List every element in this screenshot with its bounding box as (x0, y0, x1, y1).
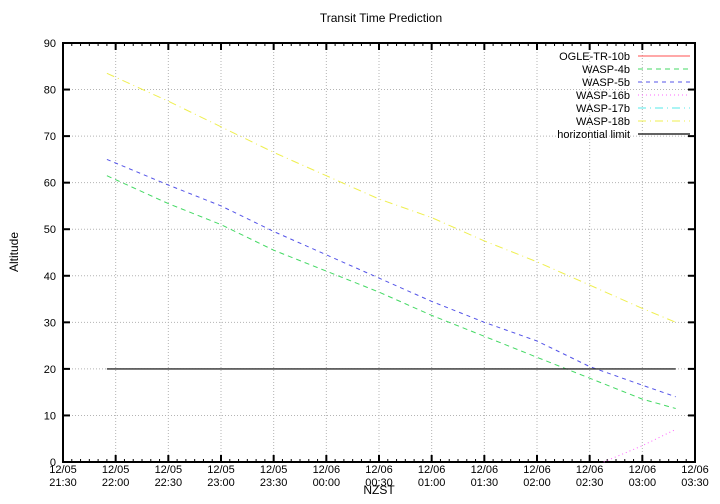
legend-label-ogle-tr-10b: OGLE-TR-10b (559, 51, 630, 63)
legend-label-horizontial-limit: horizontial limit (557, 129, 630, 141)
y-tick-label: 50 (44, 224, 56, 236)
x-tick-date: 12/06 (681, 464, 709, 476)
y-tick-label: 20 (44, 364, 56, 376)
x-tick-date: 12/06 (629, 464, 657, 476)
y-tick-label: 40 (44, 271, 56, 283)
x-tick-date: 12/06 (523, 464, 551, 476)
legend: OGLE-TR-10bWASP-4bWASP-5bWASP-16bWASP-17… (557, 51, 690, 141)
x-tick-time: 00:00 (313, 477, 341, 489)
y-tick-label: 10 (44, 410, 56, 422)
y-tick-label: 70 (44, 131, 56, 143)
x-tick-time: 02:30 (576, 477, 604, 489)
x-tick-time: 03:00 (629, 477, 657, 489)
y-tick-label: 90 (44, 38, 56, 50)
x-tick-date: 12/06 (418, 464, 446, 476)
x-tick-date: 12/05 (207, 464, 235, 476)
legend-label-wasp-5b: WASP-5b (582, 77, 630, 89)
legend-label-wasp-17b: WASP-17b (576, 103, 630, 115)
y-tick-label: 80 (44, 85, 56, 97)
series-line-wasp-5b (106, 158, 676, 398)
series-lines (106, 72, 676, 463)
y-tick-labels: 0 10 20 30 40 50 60 70 80 90 (44, 38, 56, 469)
y-tick-label: 30 (44, 317, 56, 329)
legend-label-wasp-18b: WASP-18b (576, 116, 630, 128)
x-tick-time: 01:00 (418, 477, 446, 489)
x-tick-date: 12/05 (49, 464, 77, 476)
x-tick-time: 01:30 (471, 477, 499, 489)
x-tick-time: 02:00 (523, 477, 551, 489)
x-tick-date: 12/06 (471, 464, 499, 476)
x-tick-date: 12/06 (313, 464, 341, 476)
chart-title: Transit Time Prediction (319, 11, 443, 25)
x-axis-label: NZST (363, 483, 395, 497)
x-tick-time: 22:30 (155, 477, 183, 489)
x-tick-time: 21:30 (49, 477, 77, 489)
series-line-wasp-4b (106, 175, 676, 409)
x-tick-date: 12/05 (155, 464, 183, 476)
x-tick-time: 23:00 (207, 477, 235, 489)
x-tick-labels: 12/0521:3012/0522:0012/0522:3012/0523:00… (49, 464, 709, 489)
tick-marks (62, 42, 696, 463)
x-tick-date: 12/06 (365, 464, 393, 476)
series-line-wasp-18b (106, 72, 676, 323)
x-tick-date: 12/06 (576, 464, 604, 476)
legend-label-wasp-16b: WASP-16b (576, 90, 630, 102)
x-tick-time: 00:30 (365, 477, 393, 489)
series-line-wasp-16b (603, 428, 676, 463)
y-tick-label: 60 (44, 178, 56, 190)
x-tick-time: 22:00 (102, 477, 130, 489)
x-tick-date: 12/05 (260, 464, 288, 476)
legend-label-wasp-4b: WASP-4b (582, 64, 630, 76)
y-tick-label: 0 (50, 457, 56, 469)
x-tick-time: 03:30 (681, 477, 709, 489)
x-tick-date: 12/05 (102, 464, 130, 476)
x-tick-time: 23:30 (260, 477, 288, 489)
